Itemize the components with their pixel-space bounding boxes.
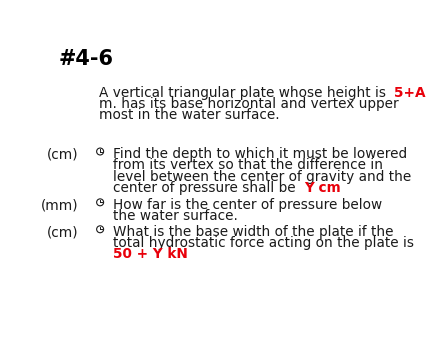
Text: m. has its base horizontal and vertex upper: m. has its base horizontal and vertex up… — [99, 97, 398, 111]
Text: the water surface.: the water surface. — [112, 209, 237, 223]
Text: total hydrostatic force acting on the plate is: total hydrostatic force acting on the pl… — [112, 236, 414, 250]
Text: from its vertex so that the difference in: from its vertex so that the difference i… — [112, 158, 383, 173]
Text: (cm): (cm) — [47, 225, 79, 239]
Text: #4-6: #4-6 — [59, 49, 114, 69]
Text: What is the base width of the plate if the: What is the base width of the plate if t… — [112, 225, 393, 239]
Text: A vertical triangular plate whose height is: A vertical triangular plate whose height… — [99, 86, 394, 100]
Text: 50 + Y kN: 50 + Y kN — [112, 247, 187, 261]
Text: center of pressure shall be: center of pressure shall be — [112, 181, 304, 195]
Text: Y cm: Y cm — [304, 181, 341, 195]
Text: Find the depth to which it must be lowered: Find the depth to which it must be lower… — [112, 147, 407, 161]
Text: How far is the center of pressure below: How far is the center of pressure below — [112, 198, 382, 212]
Text: level between the center of gravity and the: level between the center of gravity and … — [112, 170, 411, 184]
Text: most in the water surface.: most in the water surface. — [99, 108, 279, 122]
Text: (cm): (cm) — [47, 147, 79, 161]
Text: (mm): (mm) — [41, 198, 79, 212]
Text: 5+A: 5+A — [394, 86, 426, 100]
